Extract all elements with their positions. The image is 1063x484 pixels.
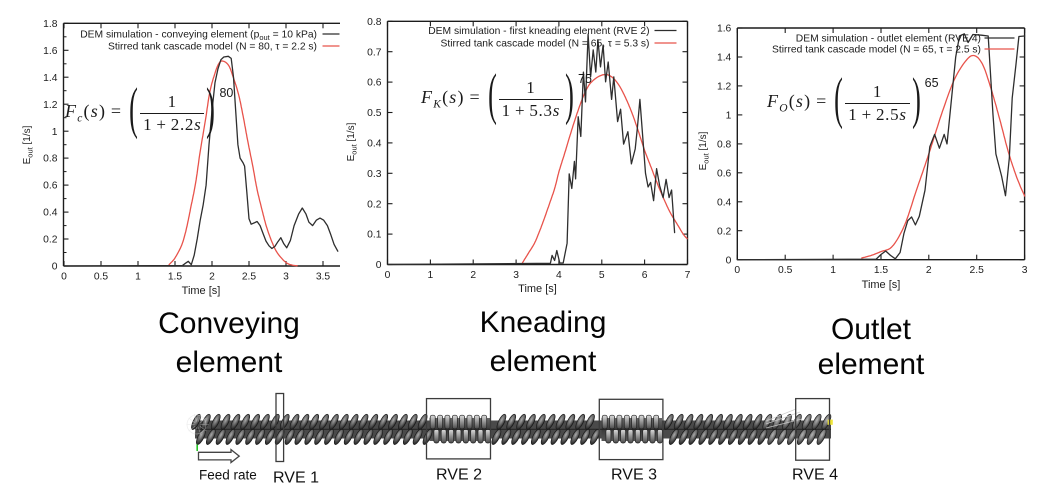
svg-text:0.2: 0.2 [717,226,732,237]
svg-text:RVE 3: RVE 3 [611,467,657,484]
svg-text:2: 2 [470,270,476,281]
svg-text:2: 2 [926,265,932,276]
svg-text:0.4: 0.4 [717,197,732,208]
svg-text:1: 1 [52,127,58,138]
svg-text:DEM simulation - first kneadin: DEM simulation - first kneading element … [428,26,649,37]
svg-text:5: 5 [599,270,605,281]
svg-text:0.8: 0.8 [367,17,382,28]
svg-text:0: 0 [385,270,391,281]
svg-text:0: 0 [52,262,58,273]
svg-text:Time [s]: Time [s] [518,283,557,295]
svg-text:Stirred tank cascade model (N: Stirred tank cascade model (N = 65, τ = … [772,45,981,56]
svg-text:Eout [1/s]: Eout [1/s] [22,125,35,164]
svg-text:0.5: 0.5 [94,272,109,283]
svg-text:1.2: 1.2 [43,100,58,111]
svg-text:DEM simulation - conveying ele: DEM simulation - conveying element (pout… [80,30,317,43]
svg-text:3: 3 [1022,265,1028,276]
svg-text:3: 3 [513,270,519,281]
svg-text:0.4: 0.4 [367,139,382,150]
svg-text:0: 0 [376,260,382,271]
svg-text:0.6: 0.6 [43,181,58,192]
svg-text:Eout [1/s]: Eout [1/s] [346,122,359,161]
svg-text:1: 1 [726,111,732,122]
svg-text:1.4: 1.4 [717,53,732,64]
svg-text:0: 0 [61,272,67,283]
svg-text:1.4: 1.4 [43,73,58,84]
svg-text:2.5: 2.5 [970,265,985,276]
svg-text:2.5: 2.5 [242,272,257,283]
svg-text:3: 3 [283,272,289,283]
svg-text:0.2: 0.2 [43,235,58,246]
svg-text:6: 6 [642,270,648,281]
svg-text:0.2: 0.2 [367,199,382,210]
svg-text:1: 1 [830,265,836,276]
svg-text:1.5: 1.5 [874,265,889,276]
svg-text:RVE 2: RVE 2 [436,467,482,484]
svg-text:1: 1 [428,270,434,281]
svg-text:0.5: 0.5 [367,108,382,119]
svg-text:7: 7 [685,270,691,281]
svg-text:1.6: 1.6 [717,24,732,35]
svg-text:DEM simulation - outlet elemen: DEM simulation - outlet element (RVE 4) [796,34,981,45]
svg-text:0.8: 0.8 [43,154,58,165]
svg-text:0.8: 0.8 [717,140,732,151]
svg-text:0.4: 0.4 [43,208,58,219]
svg-text:4: 4 [556,270,562,281]
svg-text:Time [s]: Time [s] [862,279,901,291]
svg-text:RVE 4: RVE 4 [792,467,838,484]
svg-text:1.2: 1.2 [717,82,732,93]
svg-text:0: 0 [734,265,740,276]
svg-text:3.5: 3.5 [316,272,331,283]
svg-text:0.1: 0.1 [367,230,382,241]
svg-text:1.5: 1.5 [168,272,183,283]
svg-text:RVE 1: RVE 1 [273,470,319,484]
svg-text:0.5: 0.5 [778,265,793,276]
svg-text:Time [s]: Time [s] [182,285,221,297]
svg-text:Stirred tank cascade model (N: Stirred tank cascade model (N = 80, τ = … [108,42,317,53]
svg-text:0: 0 [726,255,732,266]
svg-text:0.6: 0.6 [717,168,732,179]
svg-text:1: 1 [135,272,141,283]
svg-text:2: 2 [209,272,215,283]
svg-text:0.6: 0.6 [367,78,382,89]
svg-text:Eout [1/s]: Eout [1/s] [698,131,711,170]
svg-text:Stirred tank cascade model (N: Stirred tank cascade model (N = 65, τ = … [441,39,650,50]
svg-text:1.8: 1.8 [43,19,58,30]
svg-text:0.7: 0.7 [367,47,382,58]
svg-text:0.3: 0.3 [367,169,382,180]
svg-text:Feed rate: Feed rate [199,468,257,483]
svg-text:1.6: 1.6 [43,46,58,57]
